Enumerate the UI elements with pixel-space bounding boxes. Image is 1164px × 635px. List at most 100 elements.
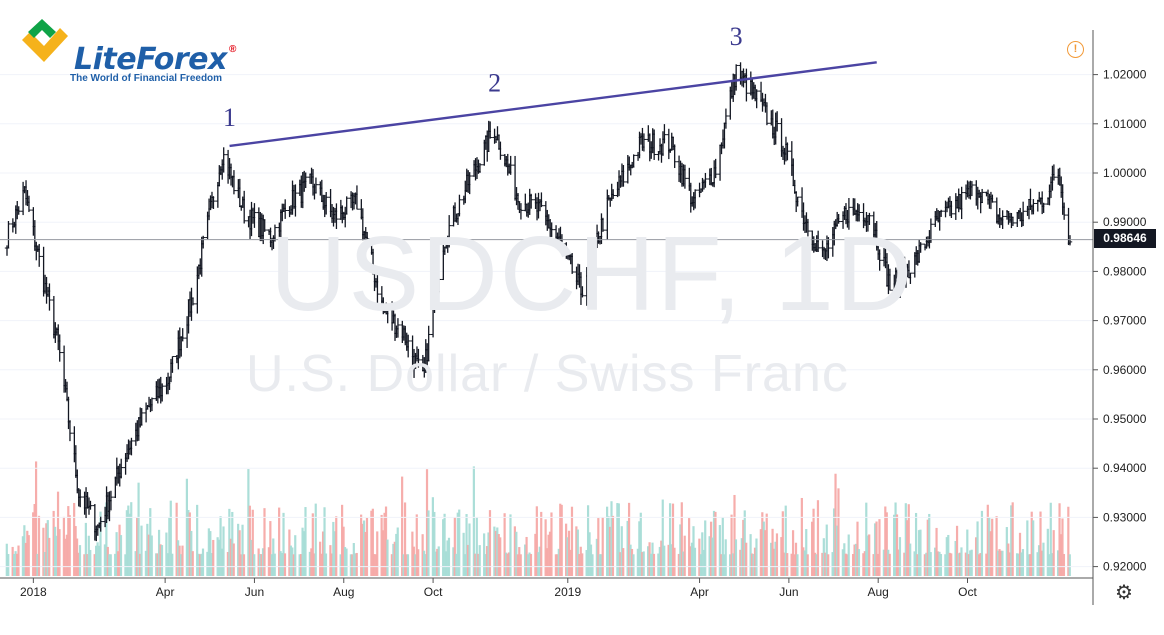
- volume-bar: [1061, 518, 1064, 576]
- volume-bar: [714, 511, 717, 576]
- volume-bar: [914, 512, 918, 576]
- volume-bar: [837, 488, 840, 576]
- volume-bar: [260, 554, 263, 576]
- volume-bar: [813, 552, 817, 576]
- volume-bar: [124, 554, 127, 576]
- volume-bar: [269, 521, 272, 576]
- volume-bar: [579, 546, 582, 576]
- volume-bar: [641, 552, 644, 576]
- volume-bar: [181, 545, 184, 576]
- wave-label-1: 1: [223, 103, 236, 132]
- y-tick-label: 1.02000: [1103, 68, 1147, 82]
- volume-bar: [784, 505, 787, 576]
- volume-bar: [97, 545, 101, 576]
- volume-bar: [354, 553, 357, 576]
- volume-bar: [218, 539, 221, 576]
- volume-bar: [1059, 534, 1063, 576]
- volume-bar: [95, 545, 98, 576]
- volume-bar: [278, 507, 281, 576]
- volume-bar: [598, 554, 601, 576]
- volume-bar: [846, 554, 849, 576]
- volume-bar: [11, 546, 14, 576]
- volume-bar: [46, 520, 49, 576]
- volume-bar: [775, 533, 779, 576]
- volume-bar: [301, 527, 304, 576]
- volume-bar: [474, 553, 477, 576]
- volume-bar: [597, 518, 600, 576]
- volume-bar: [150, 535, 153, 576]
- volume-bar: [916, 554, 919, 576]
- volume-bar: [190, 530, 193, 576]
- volume-bar: [188, 512, 191, 576]
- volume-bar: [1030, 511, 1033, 576]
- volume-bar: [376, 531, 379, 576]
- volume-bar: [58, 529, 61, 576]
- volume-bar: [595, 538, 598, 576]
- y-tick-label: 0.98000: [1103, 264, 1147, 278]
- volume-bar: [324, 553, 328, 576]
- volume-bar: [524, 544, 527, 576]
- volume-bar: [237, 523, 240, 576]
- volume-bar: [857, 549, 861, 576]
- volume-bar: [720, 554, 723, 576]
- volume-bar: [349, 554, 352, 576]
- volume-bar: [137, 482, 140, 576]
- volume-bar: [591, 554, 594, 576]
- volume-bar: [13, 553, 16, 576]
- volume-bar: [909, 543, 912, 576]
- volume-bar: [682, 551, 685, 576]
- volume-bar: [876, 553, 880, 576]
- volume-bar: [550, 512, 553, 576]
- volume-bar: [168, 517, 171, 576]
- volume-bar: [381, 530, 385, 576]
- volume-bar: [945, 537, 948, 576]
- volume-bar: [753, 547, 757, 576]
- volume-bar: [425, 469, 429, 576]
- volume-bar: [780, 537, 783, 576]
- volume-bar: [36, 553, 39, 576]
- x-tick-label: Aug: [333, 585, 354, 599]
- volume-bar: [75, 538, 79, 576]
- volume-bar: [630, 548, 634, 576]
- volume-bar: [516, 554, 519, 576]
- gear-icon[interactable]: ⚙: [1115, 582, 1133, 604]
- volume-bar: [496, 527, 499, 576]
- volume-bar: [185, 478, 188, 576]
- volume-bar: [790, 553, 793, 576]
- logo-tagline: The World of Financial Freedom: [70, 73, 223, 84]
- volume-bar: [360, 514, 363, 576]
- volume-bar: [311, 513, 314, 576]
- y-tick-label: 1.00000: [1103, 166, 1147, 180]
- volume-bar: [497, 534, 500, 576]
- volume-bar: [406, 554, 410, 576]
- volume-bar: [373, 554, 376, 576]
- volume-bar: [1056, 550, 1060, 576]
- alert-circle-icon[interactable]: !: [1067, 41, 1084, 58]
- x-tick-label: Jun: [779, 585, 798, 599]
- current-price-label: 0.98646: [1094, 229, 1156, 248]
- volume-bar: [892, 514, 896, 576]
- volume-bar: [670, 544, 673, 576]
- volume-bar: [667, 544, 670, 576]
- volume-bar: [405, 554, 408, 576]
- volume-bar: [995, 516, 998, 576]
- volume-bar: [395, 533, 398, 576]
- volume-bar: [452, 547, 455, 576]
- volume-bar: [794, 542, 798, 576]
- volume-bar: [658, 546, 661, 576]
- volume-bar: [966, 529, 969, 576]
- volume-bar: [138, 553, 142, 576]
- volume-bar: [979, 553, 982, 576]
- volume-bar: [259, 554, 262, 576]
- volume-bar: [882, 549, 885, 576]
- volume-bar: [242, 554, 246, 576]
- volume-bar: [569, 549, 572, 576]
- volume-bar: [48, 537, 51, 576]
- volume-bar: [802, 547, 805, 576]
- volume-bar: [693, 547, 697, 576]
- volume-bar: [626, 520, 629, 576]
- volume-bar: [114, 553, 117, 576]
- volume-bar: [903, 552, 906, 576]
- volume-bar: [392, 543, 395, 576]
- volume-bar: [733, 494, 736, 576]
